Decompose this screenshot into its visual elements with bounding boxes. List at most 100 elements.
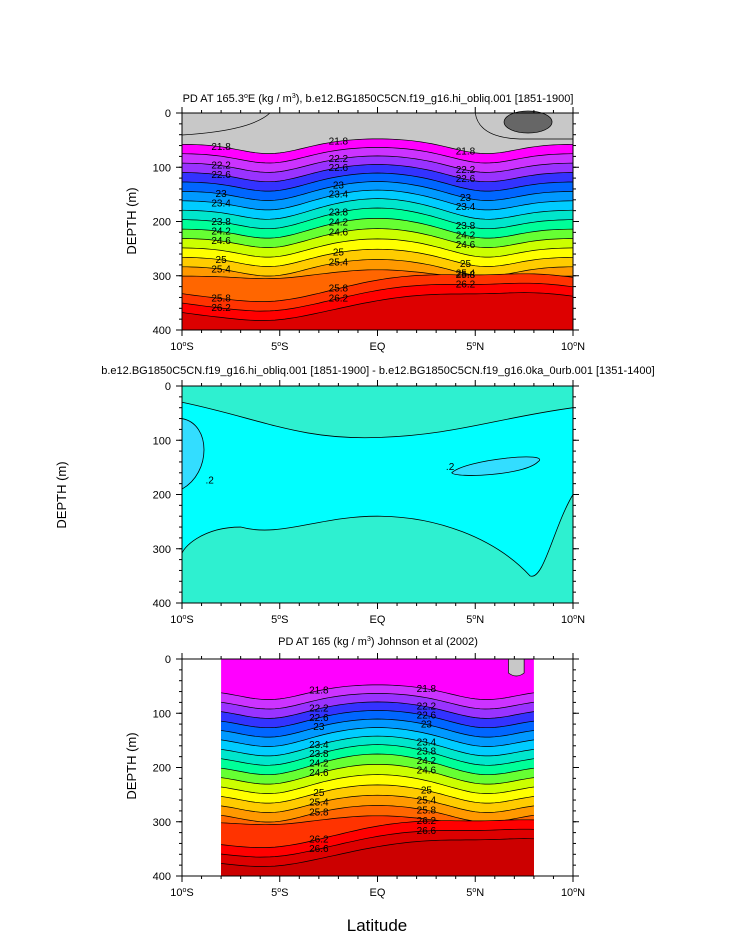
p3-contour-label: 26.2	[417, 816, 437, 827]
p1-ytick-label: 400	[153, 325, 171, 337]
p1-contour-10	[181, 217, 574, 239]
p1-contour-9	[181, 207, 574, 230]
p3-contour-13	[221, 794, 534, 813]
p1-contour-label: 26.2	[456, 279, 476, 290]
p1-contour-label: 26.2	[329, 294, 349, 305]
p1-contour-label: 23.4	[211, 198, 231, 209]
p1-contour-label: 23.8	[211, 217, 231, 228]
p1-contour-label: 23.8	[456, 221, 476, 232]
p3-contour-3	[221, 701, 534, 719]
p1-contour-label: 24.6	[211, 236, 231, 247]
p3-contour-9	[221, 753, 534, 776]
p1-contour-label: 24.6	[329, 228, 349, 239]
p1-contour-label: 24.2	[211, 227, 231, 238]
p1-contour-label: 23	[216, 189, 228, 200]
p3-xtick-label: 5oN	[466, 887, 484, 899]
p3-contour-label: 23	[313, 722, 325, 733]
p1-contour-13	[181, 248, 574, 267]
p3-contour-label: 23.4	[417, 737, 437, 748]
p1-gray-region-west	[181, 112, 271, 136]
p1-contour-1	[181, 138, 574, 154]
p1-contour-label: 22.2	[329, 154, 349, 165]
p3-contour-6	[221, 727, 534, 747]
p2-contour-label: .2	[205, 476, 214, 487]
p1-contour-label: 23.4	[329, 189, 349, 200]
p3-contour-label: 23.8	[309, 749, 329, 760]
p1-contour-label: 22.2	[456, 165, 476, 176]
p2-xtick-label: 5oN	[466, 614, 484, 626]
p3-contour-label: 26.2	[309, 834, 329, 845]
p3-contour-label: 23.4	[309, 740, 329, 751]
p3-contour-11	[221, 774, 534, 794]
panel3-ylabel: DEPTH (m)	[124, 732, 139, 799]
p3-contour-label: 25	[421, 785, 433, 796]
p3-contour-label: 25.8	[309, 807, 329, 818]
p1-dark-region	[503, 110, 553, 134]
p1-contour-label: 22.6	[329, 163, 349, 174]
p2-contour-label: .2	[446, 462, 455, 473]
p3-contour-5	[221, 718, 534, 738]
p3-contour-1	[221, 684, 534, 700]
p3-contour-2	[221, 693, 534, 710]
p3-contour-label: 24.2	[417, 756, 437, 767]
p1-ytick-label: 100	[153, 162, 171, 174]
p2-xtick-label: 10oN	[561, 614, 585, 626]
p3-band-18	[221, 838, 534, 876]
p1-contour-label: 22.6	[211, 170, 231, 181]
p2-xtick-label: 10oS	[170, 614, 194, 626]
p3-ytick-label: 0	[165, 654, 171, 666]
p3-contour-label: 22.6	[417, 711, 437, 722]
p3-xtick-label: 10oN	[561, 887, 585, 899]
p1-contour-12	[181, 238, 574, 258]
p1-ytick-label: 300	[153, 271, 171, 283]
p1-ytick-label: 0	[165, 108, 171, 120]
panel1-plot: 21.8 21.821.822.222.222.222.622.622.62323…	[153, 107, 585, 353]
p1-contour-11	[181, 228, 574, 248]
p2-ytick-label: 400	[153, 598, 171, 610]
panel2-plot: .2 .2 0 100 200 300 400 10oS 5oS EQ 5oN 10oN	[153, 380, 585, 626]
p3-contour-label: 25.8	[417, 805, 437, 816]
p1-contour-label: 23.8	[329, 207, 349, 218]
p2-ytick-label: 0	[165, 381, 171, 393]
p1-contour-label: 25	[333, 248, 345, 259]
x-axis-label: Latitude	[347, 916, 408, 935]
p1-xtick-label: 10oN	[561, 341, 585, 353]
p1-contour-label: 23	[460, 193, 472, 204]
p3-contour-8	[221, 744, 534, 766]
p3-contour-label: 22.2	[309, 704, 329, 715]
p1-contour-label: 25.4	[456, 269, 476, 280]
p1-contour-label: 25	[460, 259, 472, 270]
p1-contour-6	[181, 181, 574, 201]
p3-contour-label: 25	[313, 788, 325, 799]
p3-contour-label: 21.8	[417, 684, 437, 695]
p3-contour-label: 25.4	[417, 795, 437, 806]
p2-xtick-label: EQ	[370, 614, 386, 626]
p3-contour-label: 24.2	[309, 758, 329, 769]
p1-contour-label: 21.8	[456, 146, 476, 157]
panel2-title: b.e12.BG1850C5CN.f19_g16.hi_obliq.001 [1…	[101, 365, 654, 377]
p1-contour-label: 26.2	[211, 303, 231, 314]
p1-ytick-label: 200	[153, 217, 171, 229]
p1-contour-label: 25	[216, 255, 228, 266]
p2-xtick-label: 5oS	[271, 614, 288, 626]
panel1-title: PD AT 165.3oE (kg / m3), b.e12.BG1850C5C…	[183, 93, 574, 105]
p2-cyan-region	[181, 401, 574, 577]
p3-contour-label: 21.8	[309, 686, 329, 697]
p2-ytick-label: 200	[153, 490, 171, 502]
p2-light-blue-region-west	[181, 418, 205, 490]
p1-contour-3	[181, 155, 574, 173]
p3-xtick-label: EQ	[370, 887, 386, 899]
p1-contour-label: 21.8	[211, 142, 231, 153]
p1-contour-label: 24.2	[456, 230, 476, 241]
p1-contour-5	[182, 172, 573, 192]
p3-contour-label: 22.2	[417, 702, 437, 713]
p3-contour-label: 26.6	[309, 844, 329, 855]
p1-contour-label: 23.4	[456, 202, 476, 213]
p3-ytick-label: 200	[153, 763, 171, 775]
p2-light-blue-region-east	[451, 456, 541, 476]
p2-ytick-label: 300	[153, 544, 171, 556]
p3-contour-18	[221, 838, 534, 867]
p3-contour-17	[221, 828, 534, 858]
p3-contour-12	[221, 784, 534, 804]
